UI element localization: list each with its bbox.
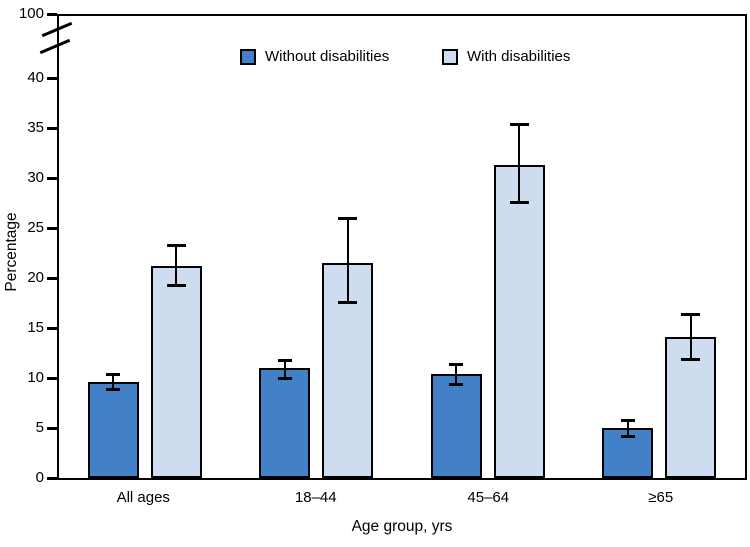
bar — [493, 165, 545, 478]
y-tick-mark — [47, 127, 57, 130]
y-tick-label: 15 — [27, 319, 44, 336]
bar-slot — [322, 217, 374, 478]
error-bar-cap-top — [166, 244, 186, 247]
error-bar-cap-top — [106, 373, 121, 376]
error-bar-cap-top — [338, 217, 358, 220]
x-category-label: ≥65 — [648, 489, 674, 506]
legend-swatch-with-disabilities — [442, 49, 458, 65]
error-bar-cap-bottom — [620, 435, 635, 438]
bar-slot — [87, 373, 139, 478]
error-bar-line — [455, 366, 458, 383]
error-bar-cap-bottom — [509, 201, 529, 204]
legend-swatch-without-disabilities — [240, 49, 256, 65]
bar — [87, 382, 139, 478]
bar-group — [231, 16, 403, 478]
error-bar-cap-bottom — [681, 358, 701, 361]
error-bar-line — [626, 422, 629, 435]
y-tick-label: 40 — [27, 69, 44, 86]
legend-label: Without disabilities — [265, 48, 390, 65]
y-tick-label: 10 — [27, 369, 44, 386]
legend-item-without-disabilities: Without disabilities — [240, 49, 389, 65]
bar-slot — [150, 244, 202, 478]
error-bar-cap-bottom — [277, 377, 292, 380]
y-tick-label: 20 — [27, 269, 44, 286]
bar-slot — [493, 123, 545, 478]
error-bar-cap-top — [620, 419, 635, 422]
y-tick-label: 25 — [27, 219, 44, 236]
y-tick-mark — [47, 177, 57, 180]
bar — [150, 266, 202, 478]
error-bar-line — [112, 376, 115, 388]
error-bar-cap-bottom — [338, 301, 358, 304]
error-bar-cap-top — [277, 359, 292, 362]
bar — [430, 374, 482, 478]
bar-group — [59, 16, 231, 478]
legend-item-with-disabilities: With disabilities — [442, 49, 570, 65]
x-category-label: All ages — [116, 489, 170, 506]
error-bar-cap-bottom — [449, 383, 464, 386]
bar-group — [402, 16, 574, 478]
legend-label: With disabilities — [467, 48, 571, 65]
bar-slot — [665, 313, 717, 478]
error-bar-cap-top — [449, 363, 464, 366]
y-tick-mark — [47, 327, 57, 330]
bar-groups — [59, 16, 745, 478]
y-tick-label: 0 — [35, 469, 44, 486]
error-bar-line — [689, 316, 692, 358]
y-tick-label: 5 — [35, 419, 44, 436]
x-axis-title: Age group, yrs — [351, 518, 453, 535]
bar-slot — [259, 359, 311, 478]
y-tick-label: 35 — [27, 119, 44, 136]
x-category-label: 18–44 — [294, 489, 337, 506]
plot-area: Without disabilities With disabilities — [57, 14, 747, 480]
bar-slot — [430, 363, 482, 478]
y-axis-title: Percentage — [3, 212, 20, 292]
error-bar-cap-bottom — [106, 388, 121, 391]
y-tick-label: 100 — [18, 5, 44, 22]
legend: Without disabilities With disabilities — [59, 49, 745, 65]
y-tick-label: 30 — [27, 169, 44, 186]
x-axis-category-labels: All ages 18–44 45–64 ≥65 — [57, 488, 747, 508]
x-category-label: 45–64 — [467, 489, 510, 506]
bar-group — [574, 16, 746, 478]
error-bar-line — [283, 362, 286, 377]
error-bar-cap-top — [509, 123, 529, 126]
error-bar-cap-top — [681, 313, 701, 316]
bar — [259, 368, 311, 478]
y-tick-mark — [47, 13, 57, 16]
y-tick-mark — [47, 227, 57, 230]
error-bar-line — [346, 220, 349, 301]
error-bar-line — [175, 247, 178, 284]
error-bar-cap-bottom — [166, 284, 186, 287]
y-tick-mark — [47, 427, 57, 430]
y-tick-mark — [47, 277, 57, 280]
y-tick-mark — [47, 477, 57, 480]
bar-slot — [602, 419, 654, 478]
error-bar-line — [518, 126, 521, 201]
y-tick-mark — [47, 377, 57, 380]
y-tick-mark — [47, 77, 57, 80]
bar — [665, 337, 717, 478]
